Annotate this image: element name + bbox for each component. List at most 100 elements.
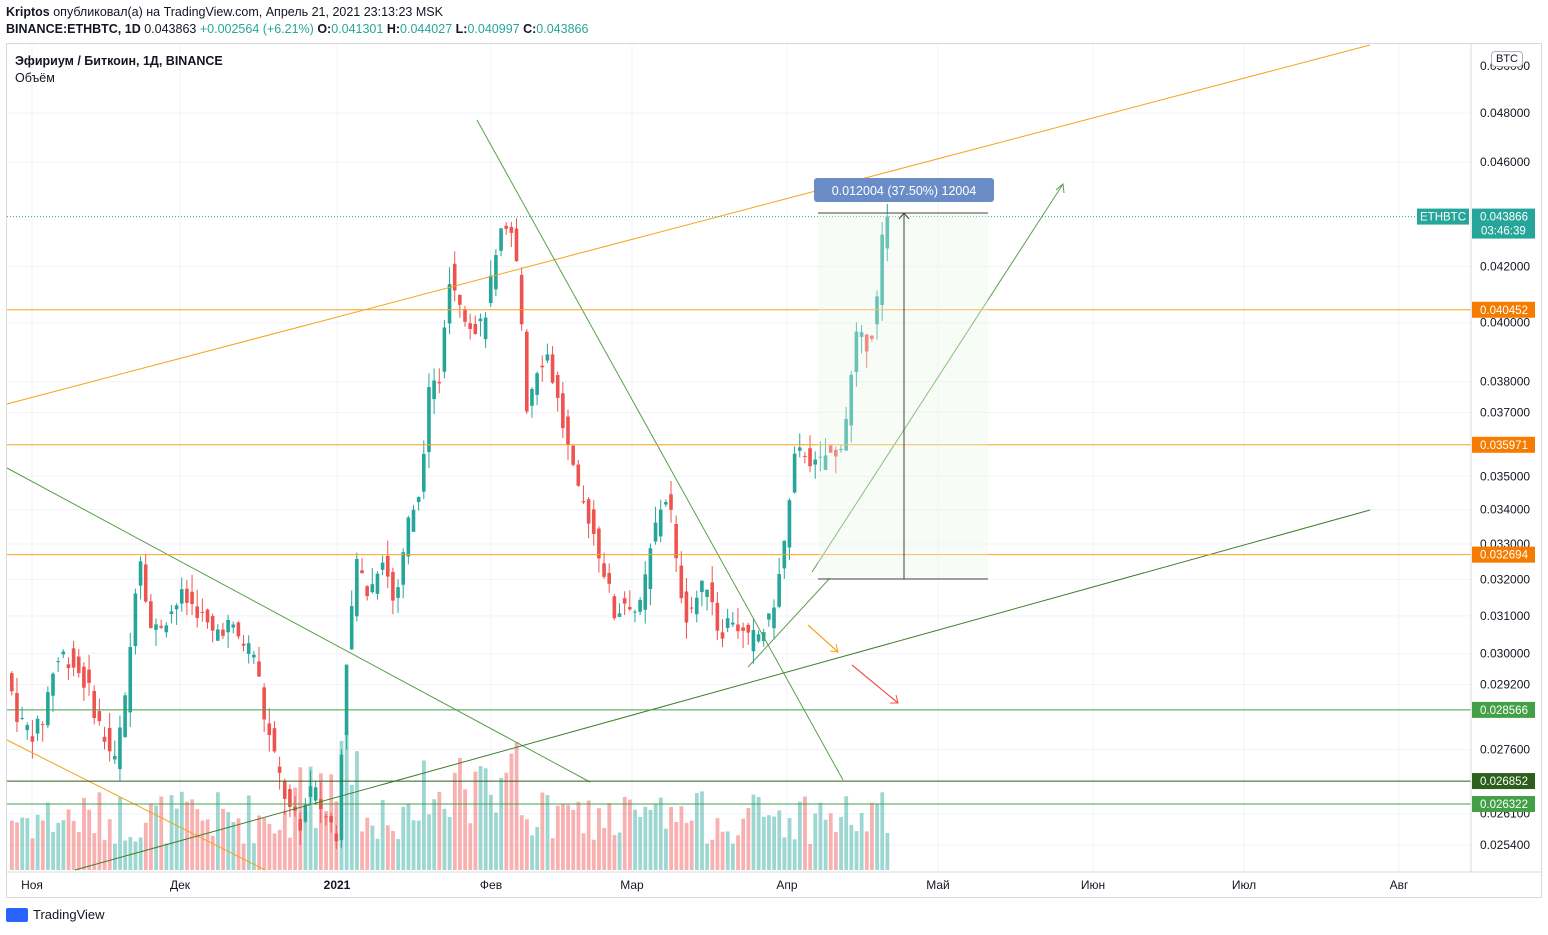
author-name[interactable]: Kriptos: [6, 5, 50, 19]
candle-body: [694, 597, 699, 615]
volume-bar: [818, 802, 823, 870]
candle-body: [689, 607, 694, 609]
volume-bar: [777, 810, 782, 870]
volume-bar: [638, 816, 643, 870]
candle-body: [313, 787, 318, 801]
candle-body: [236, 622, 241, 637]
candle-body: [231, 624, 236, 628]
time-label-6: Май: [926, 878, 950, 892]
candle-body: [535, 373, 539, 395]
candle-body: [638, 599, 642, 612]
candle-body: [308, 786, 313, 797]
volume-bar: [355, 751, 359, 870]
candle-body: [221, 629, 225, 636]
candle-body: [859, 332, 864, 337]
volume-bar: [221, 808, 225, 870]
time-label-4: Мар: [620, 878, 644, 892]
volume-bar: [200, 820, 205, 870]
candle-body: [370, 584, 375, 593]
green-arrow-head: [1055, 183, 1065, 194]
volume-bar: [839, 816, 843, 870]
volume-bar: [859, 813, 864, 870]
candle-body: [164, 625, 169, 633]
volume-bar: [380, 800, 385, 870]
published-text: опубликовал(а) на TradingView.com, Апрел…: [49, 5, 443, 19]
candle-body: [133, 593, 138, 647]
candle-body: [519, 274, 524, 325]
candle-body: [411, 509, 416, 532]
candle-body: [628, 607, 632, 610]
price-badge-value-1: 0.040452: [1480, 305, 1528, 317]
candle-body: [591, 509, 596, 534]
candle-body: [828, 445, 833, 453]
price-badge-value-6: 0.026322: [1480, 799, 1528, 811]
volume-bar: [174, 808, 179, 870]
volume-bar: [504, 772, 509, 870]
price-tick-4: 0.038000: [1480, 375, 1530, 389]
price-tick-11: 0.030000: [1480, 647, 1530, 661]
volume-bar: [622, 796, 627, 870]
candle-body: [185, 588, 189, 603]
candle-body: [61, 651, 66, 655]
volume-bar: [92, 833, 97, 870]
volume-bar: [195, 809, 200, 870]
candle-body: [597, 528, 601, 559]
candle-body: [282, 781, 287, 799]
price-tick-3: 0.040000: [1480, 316, 1530, 330]
volume-bar: [87, 809, 92, 870]
price-tick-0: 0.048000: [1480, 106, 1530, 120]
volume-bar: [530, 835, 534, 870]
volume-bar: [76, 831, 81, 870]
candle-body: [87, 669, 91, 683]
candle-body: [725, 618, 730, 628]
candle-body: [839, 448, 843, 451]
candle-body: [15, 693, 19, 722]
volume-bar: [262, 817, 267, 870]
candle-body: [375, 573, 380, 594]
volume-bar: [488, 794, 493, 870]
candle-body: [602, 563, 606, 577]
volume-bar: [293, 787, 298, 870]
volume-bar: [586, 800, 591, 870]
candle-body: [205, 609, 210, 623]
volume-bar: [308, 766, 313, 870]
volume-bar: [689, 820, 694, 870]
volume-bar: [10, 820, 14, 870]
volume-bar: [143, 822, 148, 870]
candle-body: [303, 804, 308, 822]
volume-bar: [483, 768, 488, 870]
candle-body: [447, 284, 452, 324]
volume-bar: [514, 742, 519, 870]
green-ascending-support: [74, 509, 1371, 871]
footer-brand[interactable]: TradingView: [33, 907, 105, 922]
countdown-label: 03:46:39: [1481, 226, 1526, 238]
candle-body: [46, 692, 50, 726]
candle-body: [458, 294, 462, 305]
volume-bar: [138, 837, 143, 870]
candle-body: [710, 582, 714, 603]
volume-bar: [164, 843, 169, 870]
volume-bar: [313, 828, 318, 870]
volume-bar: [30, 838, 35, 870]
volume-bar: [571, 809, 576, 870]
candle-body: [246, 643, 251, 654]
volume-bar: [154, 805, 158, 870]
volume-bar: [478, 766, 483, 870]
volume-bar: [385, 825, 390, 870]
candle-body: [864, 334, 869, 352]
currency-button[interactable]: BTC: [1491, 51, 1523, 67]
volume-bar: [56, 822, 61, 870]
candle-body: [586, 499, 591, 524]
candle-body: [509, 226, 514, 233]
candle-body: [200, 611, 205, 613]
time-label-9: Авг: [1390, 878, 1409, 892]
volume-bar: [792, 839, 797, 870]
volume-bar: [257, 815, 261, 870]
candle-body: [210, 616, 215, 631]
volume-bar: [715, 818, 720, 870]
candle-body: [344, 664, 349, 735]
volume-bar: [236, 818, 241, 870]
candle-body: [741, 627, 745, 631]
candle-body: [252, 654, 256, 658]
